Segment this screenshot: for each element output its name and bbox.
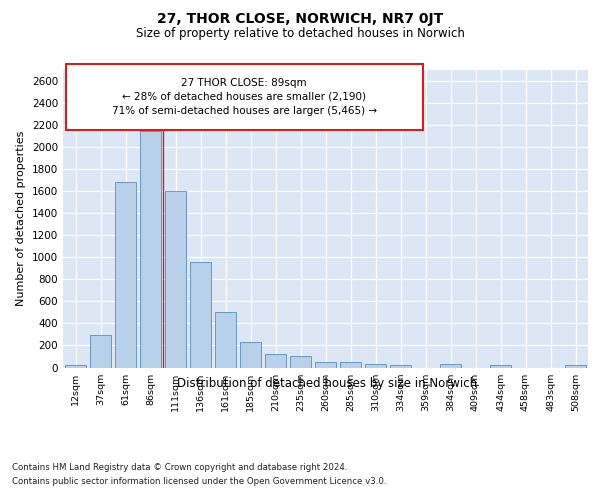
FancyBboxPatch shape <box>65 64 422 130</box>
Bar <box>215 312 236 368</box>
Bar <box>440 364 461 368</box>
Bar <box>565 364 586 368</box>
Bar <box>315 362 336 368</box>
Bar <box>115 182 136 368</box>
Bar <box>290 356 311 368</box>
Bar <box>165 191 186 368</box>
Text: Contains HM Land Registry data © Crown copyright and database right 2024.: Contains HM Land Registry data © Crown c… <box>12 464 347 472</box>
Bar <box>265 354 286 368</box>
Text: Contains public sector information licensed under the Open Government Licence v3: Contains public sector information licen… <box>12 477 386 486</box>
Bar <box>340 362 361 368</box>
Bar <box>240 342 261 367</box>
Bar <box>90 335 111 368</box>
Bar <box>390 364 411 368</box>
Text: 27, THOR CLOSE, NORWICH, NR7 0JT: 27, THOR CLOSE, NORWICH, NR7 0JT <box>157 12 443 26</box>
Bar <box>190 262 211 368</box>
Text: Size of property relative to detached houses in Norwich: Size of property relative to detached ho… <box>136 28 464 40</box>
Y-axis label: Number of detached properties: Number of detached properties <box>16 131 26 306</box>
Text: 27 THOR CLOSE: 89sqm
← 28% of detached houses are smaller (2,190)
71% of semi-de: 27 THOR CLOSE: 89sqm ← 28% of detached h… <box>112 78 377 116</box>
Bar <box>65 366 86 368</box>
Bar <box>365 364 386 368</box>
Bar <box>140 130 161 368</box>
Text: Distribution of detached houses by size in Norwich: Distribution of detached houses by size … <box>177 378 477 390</box>
Bar <box>490 364 511 368</box>
